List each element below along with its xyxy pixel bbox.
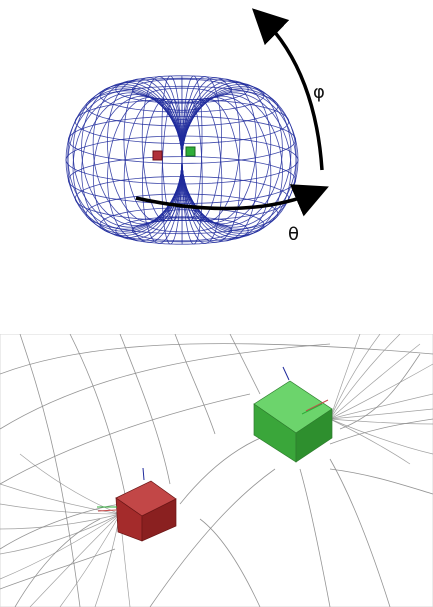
theta-arrow — [135, 184, 329, 217]
grid-line — [29, 513, 121, 607]
grid-line — [19, 334, 81, 607]
wireframe-line — [161, 209, 203, 219]
zoom-grid — [0, 334, 433, 607]
grid-line — [0, 513, 121, 580]
wireframe-panel: φ θ — [65, 8, 329, 245]
grid-line — [329, 334, 381, 420]
grid-line — [0, 548, 116, 590]
grid-line — [0, 503, 121, 515]
wireframe-canvas — [65, 8, 329, 245]
mini-cubes — [152, 146, 196, 161]
zoom-background — [0, 334, 433, 607]
grid-line — [0, 513, 121, 555]
grid-line — [339, 353, 421, 430]
wireframe-line — [179, 138, 185, 141]
wireframe-line — [65, 135, 299, 185]
mini-cube-green — [185, 146, 196, 157]
zoom-panel — [0, 334, 433, 607]
grid-line — [329, 393, 433, 420]
wireframe-line — [74, 98, 290, 145]
grid-line — [329, 418, 433, 455]
grid-line — [0, 343, 331, 430]
grid-line — [149, 468, 276, 607]
grid-line — [329, 343, 421, 420]
zoom-canvas — [0, 334, 433, 607]
grid-line — [69, 334, 126, 495]
green-cube — [253, 380, 333, 463]
grid-line — [0, 513, 121, 530]
wireframe-line — [74, 175, 290, 222]
grid-line — [329, 458, 391, 607]
grid-line — [119, 334, 171, 485]
grid-line — [229, 334, 261, 395]
red-cube — [115, 480, 177, 542]
grid-line — [199, 518, 261, 607]
wireframe-line — [147, 217, 217, 233]
grid-line — [59, 513, 121, 607]
wireframe-line — [161, 101, 203, 111]
grid-line — [19, 453, 121, 515]
theta-label: θ — [288, 224, 300, 245]
grid-line — [299, 468, 331, 607]
grid-line — [0, 393, 251, 485]
wireframe-line — [172, 119, 192, 124]
grid-line — [329, 408, 433, 420]
grid-line — [0, 343, 433, 375]
grid-line — [329, 334, 401, 420]
wireframe-mesh — [65, 75, 299, 245]
grid-line — [0, 483, 121, 515]
wireframe-line — [85, 85, 279, 127]
grid-line — [329, 418, 433, 445]
wireframe-line — [115, 216, 249, 245]
phi-label: φ — [313, 82, 325, 103]
wireframe-line — [147, 87, 217, 103]
mini-cube-red — [152, 150, 163, 161]
wireframe-line — [172, 196, 192, 201]
grid-line — [0, 503, 121, 550]
wireframe-line — [67, 156, 297, 205]
wireframe-line — [179, 179, 185, 182]
wireframe-line — [85, 193, 279, 235]
grid-line — [329, 363, 433, 420]
grid-line — [329, 334, 361, 420]
wireframe-line — [131, 78, 233, 101]
grid-line — [329, 418, 411, 465]
grid-line — [174, 334, 216, 435]
phi-arrow — [251, 8, 324, 171]
grid-line — [329, 418, 433, 425]
wireframe-line — [99, 77, 265, 113]
grid-line — [329, 468, 433, 495]
wireframe-line — [115, 75, 249, 104]
wireframe-line — [67, 115, 297, 164]
